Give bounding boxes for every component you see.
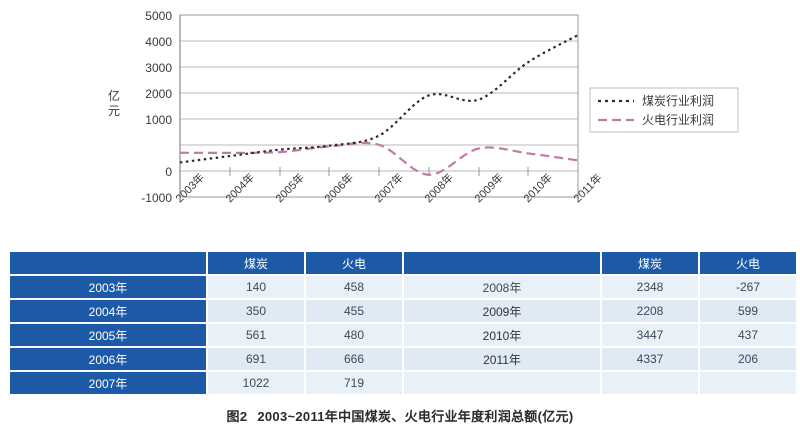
table-header-blank-left <box>10 252 206 274</box>
y-axis-title-char1: 亿 <box>108 88 120 103</box>
cell-year-left: 2006年 <box>10 348 206 370</box>
x-axis-tick-labels: 2003年 2004年 2005年 2006年 2007年 2008年 2009… <box>172 170 604 205</box>
table-row: 2006年 691 666 2011年 4337 206 <box>10 348 796 370</box>
y-tick-0: 0 <box>165 165 172 179</box>
cell-year-right: 2009年 <box>404 300 600 322</box>
cell-power-left: 666 <box>306 348 402 370</box>
cell-year-right <box>404 372 600 394</box>
x-tick-2004: 2004年 <box>222 170 257 205</box>
cell-year-left: 2004年 <box>10 300 206 322</box>
cell-year-left: 2005年 <box>10 324 206 346</box>
cell-year-right: 2008年 <box>404 276 600 298</box>
cell-coal-left: 1022 <box>208 372 304 394</box>
cell-coal-right: 3447 <box>602 324 698 346</box>
chart-figure: 亿 元 <box>108 9 739 205</box>
legend-label-power: 火电行业利润 <box>642 113 714 127</box>
series-line-coal <box>179 34 579 164</box>
y-tick-neg1000: -1000 <box>141 191 172 205</box>
table-header-coal-right: 煤炭 <box>602 252 698 274</box>
cell-coal-left: 350 <box>208 300 304 322</box>
cell-year-left: 2007年 <box>10 372 206 394</box>
cell-coal-right <box>602 372 698 394</box>
profit-data-table: 煤炭 火电 煤炭 火电 2003年 140 458 2008年 2348 -26… <box>8 250 798 396</box>
table-row: 2003年 140 458 2008年 2348 -267 <box>10 276 796 298</box>
cell-coal-left: 140 <box>208 276 304 298</box>
cell-power-right: -267 <box>700 276 796 298</box>
legend-box <box>589 87 739 133</box>
table-row: 2005年 561 480 2010年 3447 437 <box>10 324 796 346</box>
y-axis-title-char2: 元 <box>108 104 120 118</box>
x-tick-2003: 2003年 <box>172 170 207 205</box>
chart-legend: 煤炭行业利润 火电行业利润 <box>589 87 739 133</box>
cell-power-left: 719 <box>306 372 402 394</box>
table-header-coal-left: 煤炭 <box>208 252 304 274</box>
cell-power-left: 480 <box>306 324 402 346</box>
chart-axes <box>179 15 579 197</box>
y-tick-3000: 3000 <box>145 61 172 75</box>
table-header-blank-right <box>404 252 600 274</box>
cell-coal-right: 2208 <box>602 300 698 322</box>
table-row: 2004年 350 455 2009年 2208 599 <box>10 300 796 322</box>
table-header-power-left: 火电 <box>306 252 402 274</box>
profit-line-chart: 亿 元 <box>108 9 739 205</box>
x-tick-2005: 2005年 <box>272 170 307 205</box>
figure-number: 图2 <box>226 409 248 424</box>
cell-power-left: 455 <box>306 300 402 322</box>
cell-power-right: 206 <box>700 348 796 370</box>
cell-year-right: 2010年 <box>404 324 600 346</box>
table-header-row: 煤炭 火电 煤炭 火电 <box>10 252 796 274</box>
table-row: 2007年 1022 719 <box>10 372 796 394</box>
x-tick-2007: 2007年 <box>371 170 406 205</box>
cell-power-right <box>700 372 796 394</box>
cell-year-right: 2011年 <box>404 348 600 370</box>
cell-power-right: 599 <box>700 300 796 322</box>
chart-x-tickmarks <box>179 167 579 176</box>
x-tick-2006: 2006年 <box>321 170 356 205</box>
cell-coal-left: 691 <box>208 348 304 370</box>
cell-year-left: 2003年 <box>10 276 206 298</box>
cell-power-left: 458 <box>306 276 402 298</box>
y-tick-2000: 2000 <box>145 87 172 101</box>
x-tick-2011: 2011年 <box>570 171 604 205</box>
figure-caption: 图2 2003~2011年中国煤炭、火电行业年度利润总额(亿元) <box>0 406 800 425</box>
cell-power-right: 437 <box>700 324 796 346</box>
x-tick-2009: 2009年 <box>471 170 506 205</box>
cell-coal-right: 4337 <box>602 348 698 370</box>
cell-coal-left: 561 <box>208 324 304 346</box>
y-tick-4000: 4000 <box>145 35 172 49</box>
cell-coal-right: 2348 <box>602 276 698 298</box>
y-tick-5000: 5000 <box>145 9 172 23</box>
series-line-power <box>179 141 579 176</box>
figure-caption-text: 2003~2011年中国煤炭、火电行业年度利润总额(亿元) <box>257 409 574 424</box>
y-tick-1000: 1000 <box>145 113 172 127</box>
table-header-power-right: 火电 <box>700 252 796 274</box>
y-axis-tick-labels: 5000 4000 3000 2000 1000 0 -1000 <box>141 9 172 205</box>
x-tick-2010: 2010年 <box>520 170 555 205</box>
legend-label-coal: 煤炭行业利润 <box>642 94 714 108</box>
profit-data-table-container: 煤炭 火电 煤炭 火电 2003年 140 458 2008年 2348 -26… <box>8 250 796 396</box>
